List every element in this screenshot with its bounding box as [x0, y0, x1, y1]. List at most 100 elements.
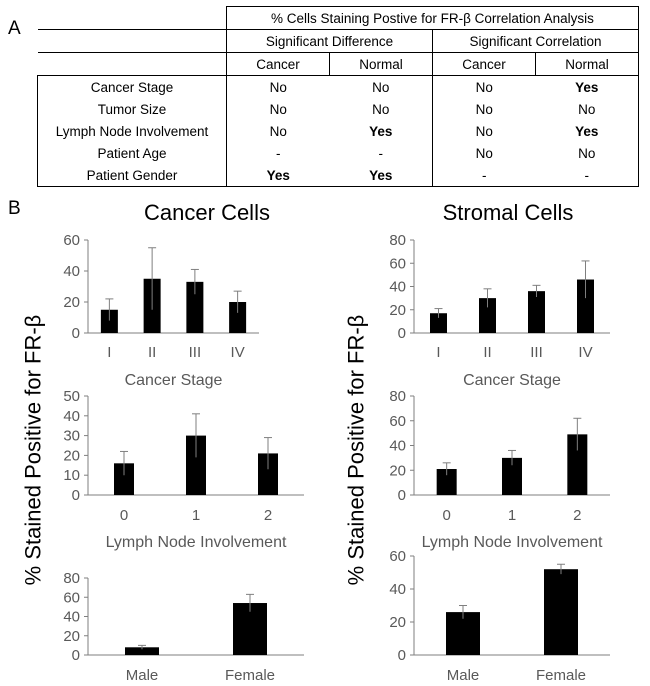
table-cell: No: [227, 98, 330, 120]
y-tick-label: 60: [389, 548, 406, 565]
category-label: Female: [536, 667, 586, 684]
sub-header: Normal: [535, 52, 639, 76]
bar: [186, 435, 206, 495]
bar: [229, 302, 247, 333]
y-tick-label: 50: [63, 388, 80, 405]
bar: [436, 469, 457, 495]
y-tick-label: 40: [63, 609, 80, 626]
y-tick-label: 0: [72, 647, 80, 664]
y-tick-label: 40: [389, 438, 406, 455]
y-tick-label: 60: [63, 232, 80, 249]
row-label: Lymph Node Involvement: [37, 120, 227, 142]
bar: [479, 298, 496, 333]
cell-value: No: [475, 79, 493, 95]
table-body: Cancer Stage No No No Yes Tumor Size No No No No L…: [37, 75, 639, 187]
y-tick-label: 20: [389, 302, 406, 319]
cell-value: No: [269, 123, 287, 139]
y-tick-label: 60: [63, 589, 80, 606]
y-tick-label: 60: [389, 413, 406, 430]
cell-value: Yes: [266, 167, 290, 183]
bar: [125, 647, 159, 655]
x-axis-label: Cancer Stage: [463, 372, 561, 389]
y-tick-label: 20: [63, 628, 80, 645]
cell-value: No: [475, 145, 493, 161]
cell-value: No: [475, 123, 493, 139]
bar: [544, 569, 578, 655]
table-cell: Yes: [535, 120, 639, 142]
x-axis-label: Cancer Stage: [125, 372, 223, 389]
cell-value: -: [584, 167, 590, 183]
table-cell: No: [535, 98, 639, 120]
table-cell: No: [329, 75, 433, 98]
y-tick-label: 20: [389, 614, 406, 631]
category-label: III: [189, 344, 202, 361]
table-cell: -: [432, 164, 536, 187]
table-cell: Yes: [535, 75, 639, 98]
y-tick-label: 40: [63, 263, 80, 280]
y-tick-label: 40: [389, 279, 406, 296]
table-cell: No: [433, 76, 536, 99]
bar: [502, 457, 522, 495]
y-tick-label: 20: [63, 447, 80, 464]
table-cell: No: [227, 76, 330, 99]
sub-header: Normal: [329, 52, 433, 76]
y-tick-label: 0: [72, 487, 80, 504]
y-tick-label: 30: [63, 428, 80, 445]
correlation-table: % Cells Staining Postive for FR-β Correl…: [37, 6, 639, 187]
cell-value: No: [578, 101, 596, 117]
category-label: 1: [192, 507, 200, 524]
y-tick-label: 0: [398, 325, 406, 342]
table-cell: No: [433, 98, 536, 120]
table-row: Patient Gender Yes Yes - -: [37, 164, 639, 187]
y-tick-label: 40: [63, 408, 80, 425]
y-tick-label: 0: [398, 647, 406, 664]
table-cell: No: [535, 142, 639, 164]
table-cell: No: [227, 120, 330, 142]
cell-value: Yes: [369, 167, 393, 183]
x-axis-label: Lymph Node Involvement: [422, 534, 603, 551]
panel-label-b: B: [8, 198, 21, 219]
row-label: Tumor Size: [37, 98, 227, 120]
cell-value: No: [372, 101, 390, 117]
y-tick-label: 80: [389, 232, 406, 249]
bar: [100, 309, 118, 333]
category-label: III: [530, 344, 543, 361]
category-label: Female: [225, 667, 275, 684]
table-cell: Yes: [329, 120, 433, 142]
cell-value: Yes: [369, 123, 393, 139]
table-cell: -: [535, 164, 639, 187]
category-label: II: [483, 344, 491, 361]
category-label: I: [436, 344, 440, 361]
category-label: Male: [447, 667, 480, 684]
y-tick-label: 80: [389, 388, 406, 405]
table-cell: No: [433, 120, 536, 142]
table-row: Lymph Node Involvement No Yes No Yes: [37, 120, 639, 142]
y-tick-label: 80: [63, 570, 80, 587]
table-cell: Yes: [226, 164, 330, 187]
row-label: Patient Gender: [37, 164, 227, 187]
cell-value: -: [482, 167, 487, 183]
category-label: II: [148, 344, 156, 361]
cell-value: No: [269, 79, 287, 95]
cell-value: -: [276, 145, 281, 161]
bar: [430, 313, 447, 333]
cell-value: No: [475, 101, 493, 117]
cell-value: No: [578, 145, 596, 161]
cell-value: Yes: [575, 123, 599, 139]
table-cell: -: [227, 142, 330, 164]
bar: [577, 279, 594, 333]
category-label: IV: [231, 344, 245, 361]
table-cell: No: [329, 98, 433, 120]
cell-value: No: [372, 79, 390, 95]
table-cell: Yes: [329, 164, 433, 187]
bar: [567, 434, 588, 495]
y-tick-label: 20: [389, 462, 406, 479]
x-axis-label: Lymph Node Involvement: [106, 534, 287, 551]
y-tick-label: 40: [389, 581, 406, 598]
y-tick-label: 10: [63, 467, 80, 484]
cell-value: No: [269, 101, 287, 117]
y-tick-label: 20: [63, 294, 80, 311]
bar: [186, 281, 204, 333]
table-row: Cancer Stage No No No Yes: [37, 75, 639, 99]
